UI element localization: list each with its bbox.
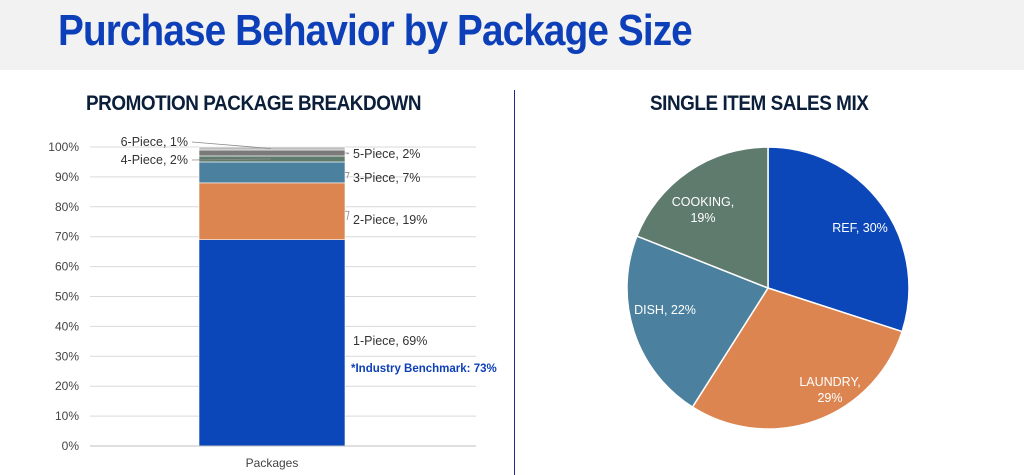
industry-benchmark-note: *Industry Benchmark: 73% xyxy=(351,363,497,375)
y-tick-label: 20% xyxy=(55,379,79,393)
segment-label-2-piece: 2-Piece, 19% xyxy=(353,213,427,227)
x-tick-label: Packages xyxy=(246,456,299,470)
y-tick-label: 80% xyxy=(55,200,79,214)
label-leader-line xyxy=(345,172,350,179)
pie-label-dish: DISH, 22% xyxy=(634,303,696,317)
pie-slice-dish xyxy=(626,235,770,409)
label-leader-line xyxy=(191,141,272,149)
bar-segment-6-piece xyxy=(198,146,346,151)
bar-segment-5-piece xyxy=(198,149,346,157)
section-divider xyxy=(514,90,515,475)
segment-label-1-piece: 1-Piece, 69% xyxy=(353,334,427,348)
y-tick-label: 90% xyxy=(55,170,79,184)
header-bar: Purchase Behavior by Package Size xyxy=(0,0,1024,70)
pie-slice-laundry xyxy=(691,287,904,430)
stacked-bar-chart: 0% 10% 20% 30% 40% 50% 60% 70% 80% 90% 100% Package… xyxy=(48,135,497,470)
bar-segment-1-piece xyxy=(198,239,346,447)
pie-label-cooking: COOKING, 19% xyxy=(672,195,735,225)
label-leader-line xyxy=(345,210,350,221)
y-tick-label: 60% xyxy=(55,260,79,274)
segment-label-3-piece: 3-Piece, 7% xyxy=(353,171,420,185)
pie-slice-cooking xyxy=(635,146,769,290)
bar-segment-2-piece xyxy=(198,182,346,240)
y-tick-label: 40% xyxy=(55,319,79,333)
segment-label-4-piece: 4-Piece, 2% xyxy=(121,153,188,167)
bar-segment-3-piece xyxy=(198,161,346,184)
y-tick-label: 50% xyxy=(55,290,79,304)
pie-slice-ref xyxy=(767,146,910,333)
bar-segment-4-piece xyxy=(198,155,346,163)
label-leader-line xyxy=(345,152,350,155)
segment-label-5-piece: 5-Piece, 2% xyxy=(353,147,420,161)
label-leader-line xyxy=(191,158,272,161)
pie-chart-title: SINGLE ITEM SALES MIX xyxy=(650,92,869,115)
y-tick-label: 0% xyxy=(62,439,80,453)
y-tick-label: 70% xyxy=(55,230,79,244)
y-tick-label: 30% xyxy=(55,349,79,363)
pie-label-ref: REF, 30% xyxy=(832,221,888,235)
y-tick-label: 100% xyxy=(48,140,79,154)
y-tick-label: 10% xyxy=(55,409,79,423)
segment-label-6-piece: 6-Piece, 1% xyxy=(121,135,188,149)
bar-chart-title: PROMOTION PACKAGE BREAKDOWN xyxy=(86,92,422,115)
pie-label-laundry: LAUNDRY, 29% xyxy=(799,375,860,405)
page-title: Purchase Behavior by Package Size xyxy=(58,6,693,55)
